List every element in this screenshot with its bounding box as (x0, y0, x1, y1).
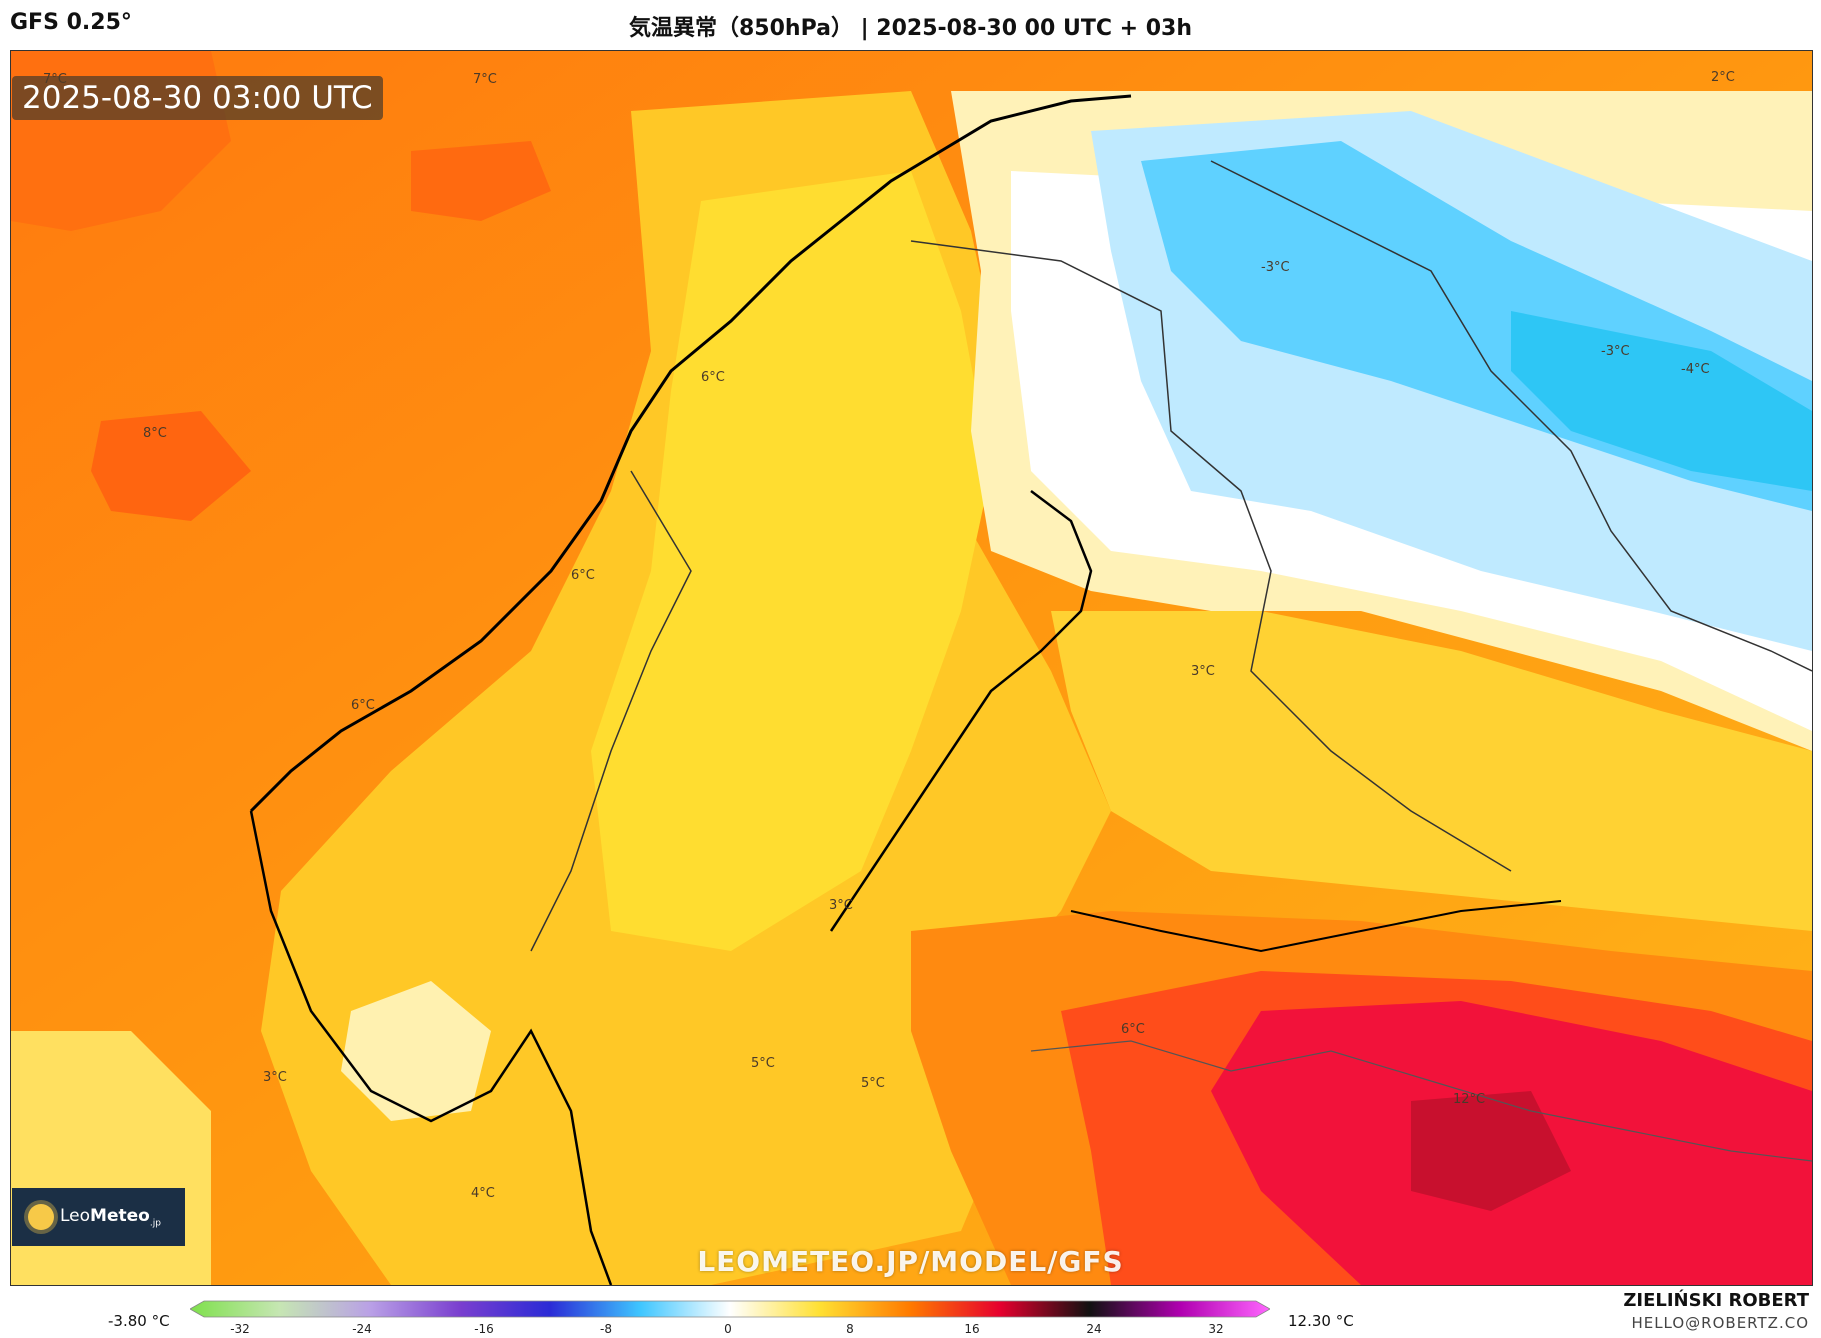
isoline-label: 5°C (861, 1076, 885, 1091)
isoline-label: 6°C (571, 568, 595, 583)
logo-text: LeoMeteo.jp (60, 1205, 161, 1229)
map-title: 気温異常（850hPa） | 2025-08-30 00 UTC + 03h (628, 16, 1193, 41)
isoline-label: 6°C (351, 698, 375, 713)
isoline-label: -3°C (1261, 260, 1290, 275)
colorbar-tick: 32 (1208, 1322, 1224, 1336)
isoline-label: 8°C (143, 426, 167, 441)
isoline-label: 5°C (751, 1056, 775, 1071)
colorbar-graphic (189, 1300, 1271, 1318)
isoline-label: -4°C (1681, 362, 1710, 377)
colorbar-tick: 16 (964, 1322, 980, 1336)
colorbar-tick: -32 (230, 1322, 250, 1336)
colorbar-tick: -8 (600, 1322, 612, 1336)
colorbar: -32 -24 -16 -8 0 8 16 24 32 (189, 1298, 1271, 1338)
isoline-labels: 7°C 7°C 2°C 8°C 6°C -3°C -3°C -4°C 6°C 6… (43, 70, 1735, 1201)
colorbar-tick: -16 (474, 1322, 494, 1336)
brand-logo: LeoMeteo.jp (12, 1188, 185, 1246)
isoline-label: 7°C (473, 72, 497, 87)
isoline-label: 3°C (1191, 664, 1215, 679)
isoline-label: 4°C (471, 1186, 495, 1201)
isoline-label: 2°C (1711, 70, 1735, 85)
author-name: ZIELIŃSKI ROBERT (1623, 1290, 1809, 1311)
site-watermark: LEOMETEO.JP/MODEL/GFS (697, 1245, 1124, 1278)
model-label: GFS 0.25° (10, 10, 132, 35)
isoline-label: 3°C (263, 1070, 287, 1085)
sun-icon (28, 1204, 54, 1230)
colorbar-tick: 24 (1086, 1322, 1102, 1336)
author-email: HELLO@ROBERTZ.CO (1631, 1314, 1809, 1332)
colorbar-tick: 8 (846, 1322, 854, 1336)
colorbar-tick: -24 (352, 1322, 372, 1336)
isoline-label: 6°C (1121, 1022, 1145, 1037)
colorbar-max-label: 12.30 °C (1288, 1312, 1354, 1330)
isoline-label: 6°C (701, 370, 725, 385)
isoline-label: 12°C (1453, 1092, 1485, 1107)
colorbar-tick: 0 (724, 1322, 732, 1336)
isoline-label: -3°C (1601, 344, 1630, 359)
map-canvas: 7°C 7°C 2°C 8°C 6°C -3°C -3°C -4°C 6°C 6… (10, 50, 1813, 1286)
isoline-label: 3°C (829, 898, 853, 913)
colorbar-min-label: -3.80 °C (108, 1312, 170, 1330)
valid-time-label: 2025-08-30 03:00 UTC (12, 76, 383, 120)
